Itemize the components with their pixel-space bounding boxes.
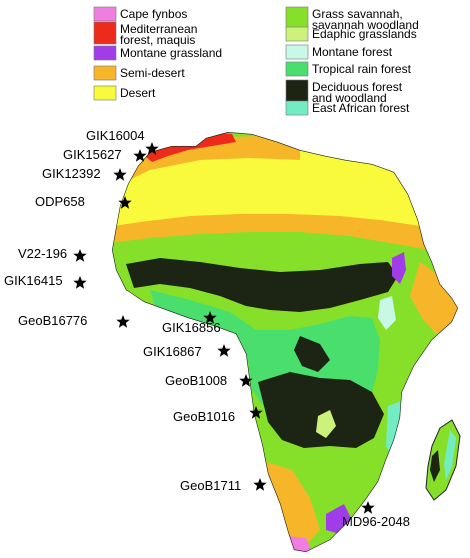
site-gik16867: GIK16867 — [143, 344, 231, 359]
site-label: ODP658 — [35, 194, 85, 209]
legend-item-montane-grassland: Montane grassland — [93, 45, 222, 61]
site-label: GIK15627 — [63, 147, 122, 162]
site-label: GIK16004 — [86, 128, 145, 143]
legend-label: and woodland — [312, 91, 387, 105]
legend-label: Montane grassland — [120, 46, 222, 60]
site-star-icon — [73, 276, 87, 289]
legend-swatch — [93, 65, 117, 81]
site-star-icon — [239, 374, 253, 387]
site-geob16776: GeoB16776 — [18, 313, 130, 328]
legend-swatch — [285, 61, 309, 77]
semi-desert-horn — [410, 262, 458, 334]
legend-item-tropical-rain-forest: Tropical rain forest — [285, 61, 412, 77]
legend-label: savannah woodland — [312, 18, 419, 32]
legend-label: Edaphic grasslands — [312, 27, 417, 41]
site-star-icon — [249, 406, 263, 419]
site-label: GIK12392 — [42, 166, 101, 181]
legend-item-edaphic-grasslands: Edaphic grasslands — [285, 26, 417, 42]
semi-desert-north — [112, 214, 458, 250]
legend-item-semi-desert: Semi-desert — [93, 65, 185, 81]
site-odp658: ODP658 — [35, 194, 132, 209]
legend-swatch — [285, 44, 309, 60]
site-geob1008: GeoB1008 — [165, 373, 253, 388]
montane-forest-zone — [378, 296, 396, 330]
site-label: GeoB1008 — [165, 373, 227, 388]
site-label: V22-196 — [18, 246, 67, 261]
legend-swatch — [93, 6, 117, 22]
legend-swatch — [93, 21, 117, 45]
legend-item-cape-fynbos: Cape fynbos — [93, 6, 187, 22]
legend-item-east-african-forest: East African forest — [285, 100, 410, 116]
madagascar-east-forest — [444, 430, 456, 480]
site-gik16415: GIK16415 — [4, 273, 87, 289]
legend-item-montane-forest: Montane forest — [285, 44, 393, 60]
site-star-icon — [217, 344, 231, 357]
site-star-icon — [113, 168, 127, 181]
madagascar-deciduous — [430, 450, 440, 482]
legend-label: Grass savannah, — [312, 7, 403, 21]
edaphic-grasslands-zone — [316, 410, 336, 438]
site-geob1016: GeoB1016 — [173, 406, 263, 424]
site-star-icon — [73, 249, 87, 262]
site-label: MD96-2048 — [342, 514, 410, 529]
site-gik15627: GIK15627 — [63, 147, 147, 162]
core-site-markers: GIK16004 GIK15627 GIK12392 ODP658 V22-196 GIK… — [4, 128, 410, 529]
legend-swatch — [93, 85, 117, 101]
legend-item-desert: Desert — [93, 85, 156, 101]
legend-label: Desert — [120, 86, 156, 100]
site-star-icon — [145, 142, 159, 155]
legend-swatch — [285, 79, 309, 103]
site-label: GIK16415 — [4, 273, 63, 288]
montane-grassland-ethiopia — [392, 252, 406, 284]
site-label: GeoB1016 — [173, 409, 235, 424]
mediterranean-zone — [145, 132, 236, 162]
site-md96-2048: MD96-2048 — [342, 501, 410, 529]
site-star-icon — [118, 196, 132, 209]
legend-swatch — [285, 100, 309, 116]
madagascar-savannah — [425, 419, 461, 501]
legend-label: East African forest — [312, 101, 410, 115]
site-star-icon — [116, 315, 130, 328]
site-star-icon — [361, 501, 375, 514]
site-gik16856: GIK16856 — [162, 311, 221, 335]
site-star-icon — [133, 149, 147, 162]
legend-swatch — [285, 6, 309, 30]
madagascar — [425, 419, 461, 501]
legend-swatch — [285, 26, 309, 42]
site-gik12392: GIK12392 — [42, 166, 127, 181]
site-star-icon — [203, 311, 217, 324]
deciduous-forest-south-block — [258, 372, 384, 448]
site-label: GeoB16776 — [18, 313, 87, 328]
semi-desert-south — [260, 460, 320, 552]
legend-label: Cape fynbos — [120, 7, 187, 21]
legend-label: Montane forest — [312, 45, 393, 59]
legend-swatch — [93, 45, 117, 61]
site-label: GIK16856 — [162, 320, 221, 335]
deciduous-forest-north-band — [126, 258, 398, 312]
site-star-icon — [253, 478, 267, 491]
legend-right-column: Grass savannah,savannah woodlandEdaphic … — [285, 6, 419, 116]
site-geob1711: GeoB1711 — [180, 478, 267, 493]
legend-label: Deciduous forest — [312, 80, 403, 94]
site-label: GIK16867 — [143, 344, 202, 359]
site-v22-196: V22-196 — [18, 246, 87, 262]
site-gik16004: GIK16004 — [86, 128, 159, 155]
site-label: GeoB1711 — [180, 478, 241, 493]
legend-label: forest, maquis — [120, 33, 195, 47]
deciduous-forest-patch — [294, 336, 330, 372]
legend-label: Tropical rain forest — [312, 62, 412, 76]
legend-item-grass-savannah: Grass savannah,savannah woodland — [285, 6, 419, 32]
legend-label: Mediterranean — [120, 22, 197, 36]
legend-label: Semi-desert — [120, 66, 185, 80]
